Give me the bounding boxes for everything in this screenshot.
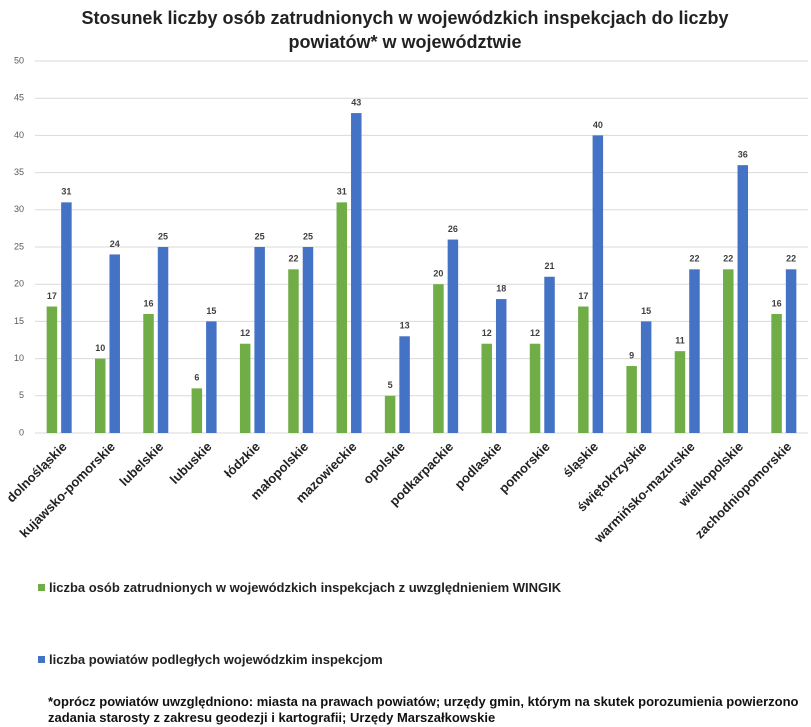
data-label: 16: [144, 298, 154, 308]
data-label: 12: [530, 328, 540, 338]
bar: [336, 202, 348, 433]
data-label: 25: [158, 231, 168, 241]
bar: [302, 247, 314, 433]
bar: [592, 135, 604, 433]
bar: [288, 269, 299, 433]
x-tick-label: zachodniopomorskie: [692, 439, 795, 542]
legend-item: liczba powiatów podległych wojewódzkim i…: [38, 652, 383, 667]
data-label: 15: [206, 306, 216, 316]
bar: [640, 321, 652, 433]
bar: [143, 313, 154, 433]
y-tick-label: 50: [14, 55, 24, 65]
bar: [495, 299, 507, 433]
bar: [157, 247, 169, 433]
bar: [771, 313, 782, 433]
bar: [206, 321, 217, 433]
bar: [46, 306, 58, 433]
data-label: 15: [641, 306, 651, 316]
bar: [578, 306, 589, 433]
bar: [351, 113, 362, 433]
data-label: 12: [482, 328, 492, 338]
y-tick-label: 20: [14, 279, 24, 289]
bar: [239, 343, 251, 433]
x-tick-label: lubelskie: [116, 439, 166, 489]
x-tick-label: lubuskie: [167, 439, 215, 487]
bar: [737, 165, 749, 433]
data-label: 36: [738, 150, 748, 160]
data-label: 9: [629, 350, 634, 360]
x-tick-label: pomorskie: [496, 439, 553, 496]
y-tick-label: 30: [14, 204, 24, 214]
data-label: 25: [303, 231, 313, 241]
legend-label: liczba powiatów podległych wojewódzkim i…: [49, 652, 383, 667]
x-tick-label: opolskie: [360, 439, 408, 487]
data-label: 16: [772, 298, 782, 308]
data-label: 21: [545, 261, 555, 271]
data-label: 22: [786, 254, 796, 264]
bar: [481, 343, 492, 433]
data-label: 22: [288, 254, 298, 264]
data-label: 18: [496, 283, 506, 293]
data-label: 31: [61, 187, 71, 197]
bar: [399, 336, 410, 433]
bar: [689, 269, 700, 433]
data-label: 17: [578, 291, 588, 301]
bar: [109, 254, 120, 433]
data-label: 40: [593, 120, 603, 130]
bar: [94, 358, 106, 433]
data-label: 25: [255, 231, 265, 241]
legend-item: liczba osób zatrudnionych w wojewódzkich…: [38, 580, 561, 595]
footnote: *oprócz powiatów uwzględniono: miasta na…: [48, 694, 799, 725]
bar: [433, 284, 444, 433]
data-label: 22: [689, 254, 699, 264]
bar: [61, 202, 72, 433]
bar: [384, 395, 396, 433]
legend-label: liczba osób zatrudnionych w wojewódzkich…: [49, 580, 562, 595]
bar: [785, 269, 797, 433]
x-tick-label: kujawsko-pomorskie: [16, 439, 118, 541]
legend-swatch: [38, 656, 45, 663]
bar: [544, 276, 555, 433]
data-label: 11: [675, 336, 685, 346]
bar: [723, 269, 734, 433]
data-label: 10: [95, 343, 105, 353]
data-label: 17: [47, 291, 57, 301]
y-tick-label: 0: [19, 427, 24, 437]
data-label: 20: [433, 269, 443, 279]
data-label: 12: [240, 328, 250, 338]
bar: [191, 388, 203, 433]
x-tick-label: łódzkie: [221, 439, 263, 481]
y-tick-label: 25: [14, 241, 24, 251]
bar: [529, 343, 541, 433]
data-label: 6: [194, 373, 199, 383]
y-tick-label: 10: [14, 353, 24, 363]
y-tick-label: 35: [14, 167, 24, 177]
x-tick-label: śląskie: [560, 439, 601, 480]
bar: [447, 239, 459, 433]
data-label: 43: [351, 97, 361, 107]
data-label: 22: [723, 254, 733, 264]
data-label: 13: [400, 321, 410, 331]
legend-swatch: [38, 584, 45, 591]
bar: [674, 351, 686, 433]
data-label: 5: [388, 380, 393, 390]
y-tick-label: 45: [14, 93, 24, 103]
data-label: 24: [110, 239, 120, 249]
y-tick-label: 5: [19, 390, 24, 400]
data-label: 26: [448, 224, 458, 234]
y-tick-label: 40: [14, 130, 24, 140]
bar: [254, 247, 265, 433]
y-tick-label: 15: [14, 316, 24, 326]
data-label: 31: [337, 187, 347, 197]
chart-title: Stosunek liczby osób zatrudnionych w woj…: [81, 8, 729, 52]
bar: [626, 366, 637, 433]
